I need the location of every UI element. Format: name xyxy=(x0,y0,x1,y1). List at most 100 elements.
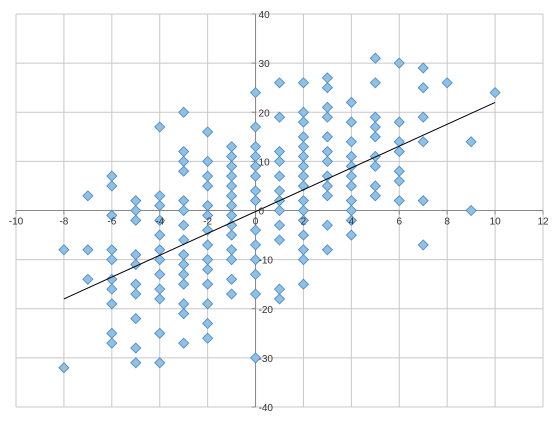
scatter-point xyxy=(58,362,70,374)
scatter-point xyxy=(178,258,190,271)
scatter-point xyxy=(226,200,238,212)
scatter-point xyxy=(226,229,238,241)
scatter-point xyxy=(82,273,94,285)
scatter-point xyxy=(202,332,214,344)
scatter-point xyxy=(178,106,190,118)
scatter-point xyxy=(249,254,262,266)
scatter-point xyxy=(273,77,286,89)
scatter-point xyxy=(226,244,238,256)
y-tick-label: 30 xyxy=(259,59,271,70)
scatter-point xyxy=(345,204,357,217)
scatter-point xyxy=(106,244,118,256)
scatter-point xyxy=(130,313,142,325)
scatter-point xyxy=(321,72,333,84)
scatter-point xyxy=(106,298,118,310)
scatter-point xyxy=(249,185,262,197)
y-tick-label: 0 xyxy=(259,207,265,218)
scatter-point xyxy=(202,170,214,182)
scatter-point xyxy=(345,214,357,226)
scatter-point xyxy=(297,116,310,128)
scatter-point xyxy=(369,111,381,123)
scatter-point xyxy=(226,170,238,182)
y-tick-label: -30 xyxy=(259,354,274,365)
tick-labels: -10 -8 -6 -4 -2 0 2 4 6 8 10 12-40-30-20-1001020304… xyxy=(9,10,549,414)
scatter-point xyxy=(297,244,310,256)
scatter-point xyxy=(321,145,333,158)
x-tick-label: -4 xyxy=(155,217,164,228)
scatter-point xyxy=(178,145,190,158)
scatter-point xyxy=(226,209,238,221)
scatter-point xyxy=(130,342,142,354)
scatter-point xyxy=(345,150,357,163)
scatter-point xyxy=(130,195,142,207)
x-tick-label: 8 xyxy=(444,217,450,228)
scatter-point xyxy=(321,111,333,123)
scatter-point xyxy=(106,170,118,182)
scatter-point xyxy=(106,209,118,221)
scatter-point xyxy=(321,82,333,94)
scatter-point xyxy=(154,200,166,212)
x-tick-label: 4 xyxy=(349,217,355,228)
scatter-point xyxy=(106,283,118,295)
scatter-point xyxy=(441,77,453,89)
scatter-point xyxy=(489,87,501,99)
scatter-point xyxy=(321,131,333,143)
scatter-point xyxy=(273,283,286,295)
scatter-point xyxy=(154,229,166,241)
y-tick-label: 10 xyxy=(259,157,271,168)
scatter-point xyxy=(249,195,262,207)
scatter-point xyxy=(154,283,166,295)
scatter-point xyxy=(106,180,118,192)
scatter-point xyxy=(369,131,381,143)
scatter-point xyxy=(226,273,238,285)
scatter-point xyxy=(273,155,286,167)
scatter-point xyxy=(393,116,405,128)
scatter-point xyxy=(345,229,357,241)
scatter-point xyxy=(130,204,142,217)
scatter-point xyxy=(297,195,310,207)
scatter-point xyxy=(82,190,94,202)
scatter-point xyxy=(297,160,310,172)
scatter-point xyxy=(369,190,381,202)
scatter-point xyxy=(154,121,166,133)
scatter-point xyxy=(417,62,429,74)
scatter-point xyxy=(154,214,166,226)
scatter-point xyxy=(417,239,429,251)
scatter-point xyxy=(369,121,381,133)
x-tick-label: -10 xyxy=(9,217,24,228)
scatter-point xyxy=(178,337,190,349)
scatter-point xyxy=(178,204,190,217)
scatter-point xyxy=(345,116,357,128)
scatter-point xyxy=(393,136,405,148)
x-tick-label: 10 xyxy=(490,217,502,228)
scatter-point xyxy=(249,87,262,99)
scatter-point xyxy=(345,96,357,108)
scatter-point xyxy=(369,52,381,64)
scatter-point xyxy=(273,204,286,217)
scatter-point xyxy=(226,141,238,153)
scatter-point xyxy=(465,204,477,217)
scatter-point xyxy=(273,219,286,231)
scatter-point xyxy=(273,170,286,182)
scatter-point xyxy=(393,175,405,187)
y-tick-label: 20 xyxy=(259,108,271,119)
scatter-point xyxy=(417,195,429,207)
scatter-point xyxy=(202,155,214,167)
scatter-point xyxy=(417,136,429,148)
scatter-point xyxy=(297,150,310,163)
scatter-point xyxy=(226,180,238,192)
y-tick-label: -40 xyxy=(259,403,274,414)
scatter-point xyxy=(369,180,381,192)
scatter-point xyxy=(178,268,190,280)
scatter-point xyxy=(321,101,333,113)
scatter-point xyxy=(345,136,357,148)
scatter-point xyxy=(249,141,262,153)
x-tick-label: -2 xyxy=(203,217,212,228)
scatter-point xyxy=(154,293,166,305)
scatter-point xyxy=(393,195,405,207)
scatter-point xyxy=(249,268,262,280)
scatter-point xyxy=(393,145,405,158)
scatter-point xyxy=(82,244,94,256)
scatter-point xyxy=(178,165,190,177)
